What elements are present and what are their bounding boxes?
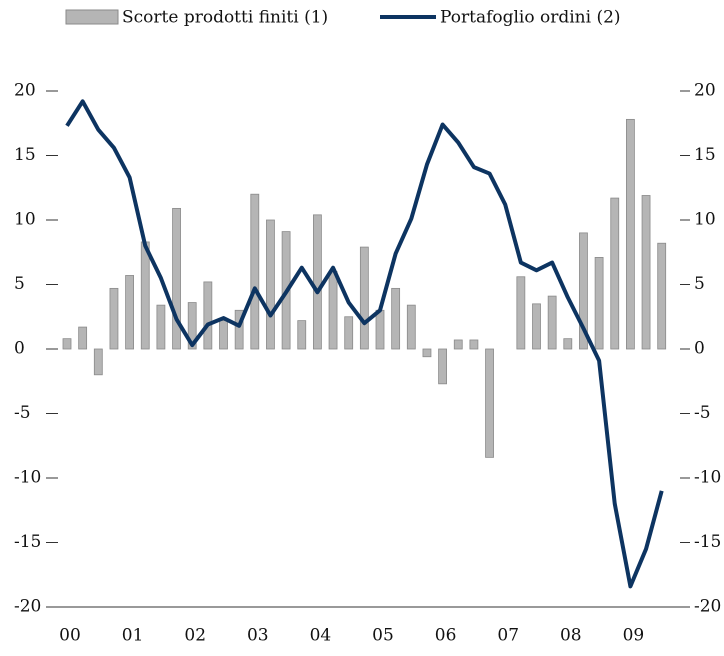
- bar: [359, 246, 369, 350]
- bar: [93, 348, 103, 376]
- x-tick-label: 02: [184, 626, 206, 646]
- y-tick-label: 10: [14, 210, 36, 230]
- bar: [125, 275, 134, 350]
- bar: [422, 348, 432, 358]
- bar: [453, 339, 463, 350]
- y2-tick-label: -5: [694, 403, 711, 423]
- bar: [469, 339, 479, 350]
- bar: [641, 195, 651, 350]
- y-tick-label: 0: [14, 339, 25, 359]
- y-tick-label: -15: [14, 532, 41, 552]
- bar: [344, 316, 354, 350]
- y-tick-label: 20: [14, 81, 36, 101]
- bar: [297, 320, 307, 350]
- bar: [328, 271, 338, 350]
- bar: [250, 193, 260, 350]
- bar: [219, 320, 228, 350]
- bar: [579, 232, 588, 350]
- x-tick-label: 09: [623, 626, 645, 646]
- bar: [406, 304, 416, 350]
- bar: [594, 257, 604, 350]
- y2-tick-label: 5: [694, 274, 705, 294]
- bar: [626, 118, 635, 350]
- legend-label: Scorte prodotti finiti (1): [122, 8, 328, 28]
- bar: [312, 214, 322, 350]
- y-tick-label: -5: [14, 403, 31, 423]
- legend-label: Portafoglio ordini (2): [440, 8, 621, 28]
- x-tick-label: 01: [122, 626, 144, 646]
- bar: [563, 338, 573, 350]
- y-tick-label: 5: [14, 274, 25, 294]
- y2-tick-label: -20: [694, 597, 721, 617]
- bar: [172, 207, 181, 350]
- bar: [438, 348, 448, 385]
- bar: [156, 304, 166, 350]
- bar: [375, 309, 385, 350]
- bar: [547, 295, 557, 350]
- legend-swatch: [65, 9, 119, 25]
- bar: [485, 348, 494, 458]
- bar: [391, 287, 401, 350]
- x-tick-label: 00: [59, 626, 81, 646]
- y2-tick-label: 20: [694, 81, 716, 101]
- bar: [203, 281, 213, 350]
- y-tick-label: 15: [14, 145, 36, 165]
- x-tick-label: 08: [560, 626, 582, 646]
- bar: [234, 309, 244, 350]
- y2-tick-label: -10: [694, 468, 721, 488]
- bar: [62, 338, 72, 350]
- bar: [657, 242, 667, 350]
- x-tick-label: 05: [372, 626, 394, 646]
- x-tick-label: 07: [497, 626, 519, 646]
- y2-tick-label: 0: [694, 339, 705, 359]
- bar: [78, 326, 88, 350]
- bar: [109, 287, 119, 350]
- bar: [266, 219, 275, 350]
- bar: [532, 303, 541, 350]
- x-tick-label: 04: [310, 626, 332, 646]
- y-tick-label: -10: [14, 468, 41, 488]
- y2-tick-label: 10: [694, 210, 716, 230]
- x-tick-label: 06: [435, 626, 457, 646]
- y2-tick-label: 15: [694, 145, 716, 165]
- bar: [610, 197, 620, 350]
- line: [65, 99, 664, 589]
- bar: [140, 241, 150, 350]
- bar: [516, 276, 526, 350]
- y2-tick-label: -15: [694, 532, 721, 552]
- bar: [187, 302, 197, 350]
- y-tick-label: -20: [14, 597, 41, 617]
- x-tick-label: 03: [247, 626, 269, 646]
